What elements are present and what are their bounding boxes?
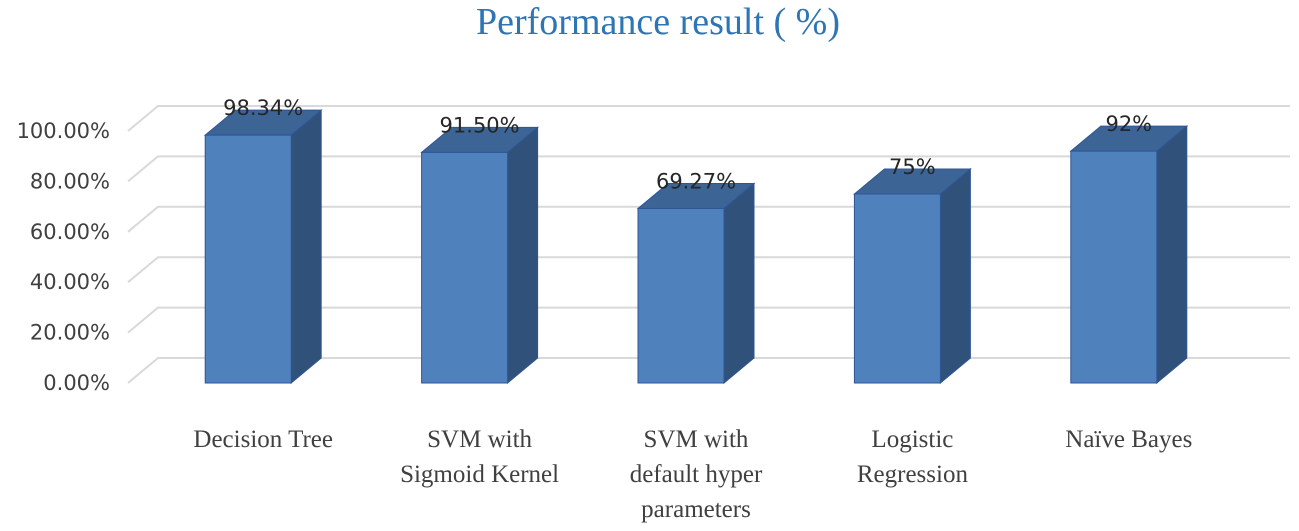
category-label-line: SVM with xyxy=(644,426,749,453)
category-label: Logistic Regression xyxy=(857,426,969,488)
bar-side xyxy=(939,167,971,385)
y-tick-label: 40.00% xyxy=(30,270,110,294)
chart-title: Performance result ( %) xyxy=(476,1,840,43)
y-tick-label: 60.00% xyxy=(30,220,110,244)
bar-front xyxy=(204,134,292,384)
bar xyxy=(636,182,756,385)
category-label-line: default hyper xyxy=(630,461,763,488)
bar-front xyxy=(853,193,941,384)
y-tick-label: 20.00% xyxy=(30,321,110,345)
gridline xyxy=(127,105,1290,132)
category-label: Decision Tree xyxy=(193,426,333,453)
category-label: Naïve Bayes xyxy=(1065,426,1192,453)
bar-front xyxy=(1070,150,1158,384)
category-label-line: Naïve Bayes xyxy=(1065,426,1192,453)
bar-side xyxy=(507,126,539,385)
bar-side xyxy=(1156,125,1188,385)
bar xyxy=(420,126,539,385)
bar xyxy=(1069,125,1189,385)
data-label: 98.34% xyxy=(223,96,303,120)
bar-side xyxy=(723,182,755,385)
gridline xyxy=(127,155,1290,183)
category-label-line: parameters xyxy=(641,496,751,523)
bar-front xyxy=(637,207,725,384)
bar-side xyxy=(290,109,322,385)
y-tick-label: 0.00% xyxy=(43,371,110,395)
bar-front xyxy=(421,151,509,384)
y-tick-label: 80.00% xyxy=(30,169,110,193)
category-label: SVM with default hyper parameters xyxy=(630,426,763,523)
category-label: SVM with Sigmoid Kernel xyxy=(400,426,559,488)
category-label-line: SVM with xyxy=(427,426,532,453)
category-label-line: Logistic xyxy=(871,426,953,453)
data-label: 91.50% xyxy=(440,113,520,137)
bar xyxy=(203,109,323,385)
y-axis-tick-labels: 0.00% 20.00% 40.00% 60.00% 80.00% 100.00% xyxy=(17,119,110,395)
category-label-line: Decision Tree xyxy=(193,426,333,453)
bar xyxy=(853,167,972,385)
data-labels: 98.34% 91.50% 69.27% 75% 92% xyxy=(223,96,1152,193)
bars xyxy=(203,109,1189,385)
y-tick-label: 100.00% xyxy=(17,119,110,143)
data-label: 75% xyxy=(889,155,936,179)
data-label: 69.27% xyxy=(656,169,736,193)
category-label-line: Regression xyxy=(857,461,969,488)
category-label-line: Sigmoid Kernel xyxy=(400,461,559,488)
data-label: 92% xyxy=(1105,112,1152,136)
